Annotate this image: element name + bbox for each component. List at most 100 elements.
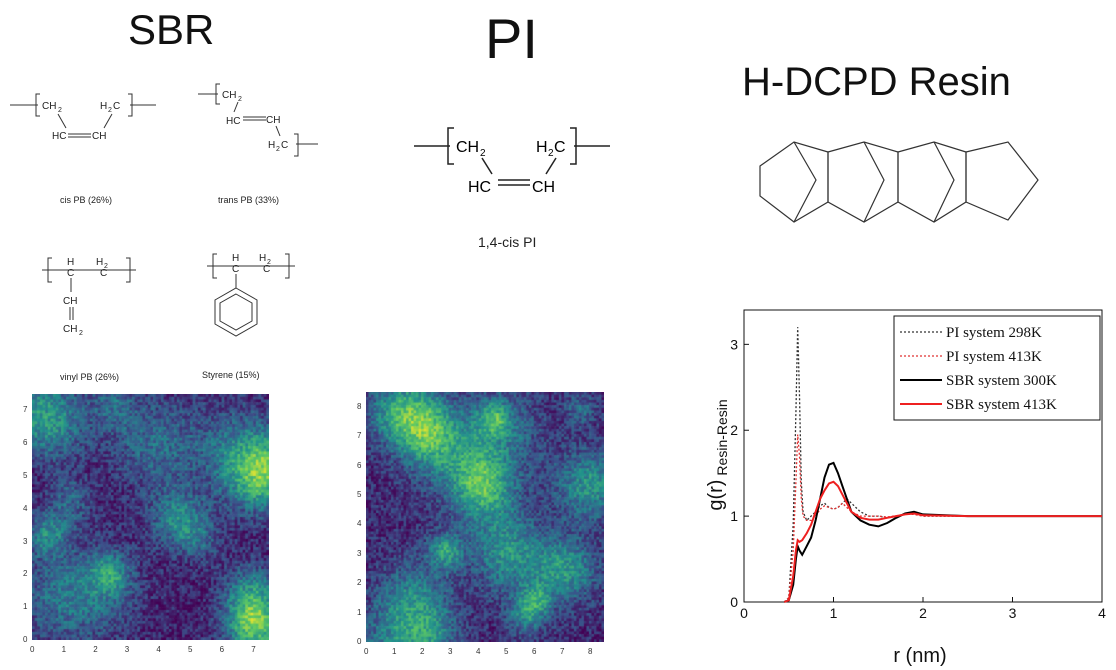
svg-text:CH: CH bbox=[266, 115, 280, 126]
heatmap-y-tick: 0 bbox=[23, 635, 28, 644]
heatmap-x-tick: 0 bbox=[30, 645, 35, 654]
rdf-x-tick-label: 0 bbox=[740, 605, 748, 621]
rdf-legend-label: PI system 413K bbox=[946, 349, 1042, 365]
svg-text:H: H bbox=[268, 140, 275, 151]
svg-text:2: 2 bbox=[267, 259, 271, 266]
svg-text:H: H bbox=[96, 257, 103, 268]
rdf-y-axis-label: g(r) Resin-Resin bbox=[705, 399, 730, 510]
rdf-series-line-2 bbox=[783, 461, 1102, 603]
rdf-y-tick-label: 2 bbox=[730, 422, 738, 438]
heatmap-x-tick: 0 bbox=[364, 647, 369, 656]
rdf-legend-label: SBR system 413K bbox=[946, 397, 1057, 413]
heatmap-y-tick: 7 bbox=[23, 405, 28, 415]
svg-text:HC: HC bbox=[52, 131, 66, 142]
svg-text:H: H bbox=[100, 101, 107, 112]
heatmap-x-tick: 2 bbox=[420, 647, 425, 656]
svg-text:2: 2 bbox=[108, 107, 112, 114]
pi-title: PI bbox=[485, 7, 538, 70]
heatmap-y-tick: 3 bbox=[23, 536, 28, 546]
heatmap-x-tick: 1 bbox=[392, 647, 397, 656]
rdf-legend: PI system 298K PI system 413K SBR system 3… bbox=[893, 315, 1101, 421]
heatmap-x-tick: 8 bbox=[588, 647, 593, 656]
rdf-x-tick-label: 4 bbox=[1098, 605, 1106, 621]
heatmap-y-tick: 4 bbox=[23, 503, 28, 513]
heatmap-x-tick: 2 bbox=[93, 645, 98, 654]
rdf-y-label-sub: Resin-Resin bbox=[714, 399, 730, 475]
heatmap-x-tick: 7 bbox=[251, 645, 256, 654]
svg-text:HC: HC bbox=[226, 116, 240, 127]
rdf-legend-label: PI system 298K bbox=[946, 325, 1042, 341]
rdf-legend-label: SBR system 300K bbox=[946, 373, 1057, 389]
svg-text:H: H bbox=[259, 253, 266, 264]
heatmap-y-tick: 6 bbox=[23, 438, 28, 448]
pi-density-heatmap bbox=[366, 392, 604, 642]
svg-text:CH: CH bbox=[456, 139, 479, 156]
heatmap-x-tick: 3 bbox=[124, 645, 130, 654]
heatmap-x-tick: 5 bbox=[504, 647, 509, 656]
svg-text:H: H bbox=[536, 139, 548, 156]
rdf-x-tick-label: 1 bbox=[830, 605, 838, 621]
heatmap-y-tick: 7 bbox=[357, 431, 362, 441]
cis-pb-caption: cis PB (26%) bbox=[60, 195, 113, 205]
svg-text:C: C bbox=[232, 264, 239, 275]
rdf-x-tick-label: 3 bbox=[1009, 605, 1017, 621]
svg-text:CH: CH bbox=[222, 90, 236, 101]
svg-text:C: C bbox=[554, 139, 566, 156]
sbr-title: SBR bbox=[128, 6, 215, 53]
sbr-density-heatmap bbox=[32, 394, 269, 640]
svg-text:2: 2 bbox=[58, 107, 62, 114]
svg-text:C: C bbox=[113, 101, 120, 112]
svg-text:2: 2 bbox=[480, 148, 486, 159]
rdf-y-label-main: g(r) bbox=[705, 480, 727, 511]
heatmap-y-tick: 2 bbox=[23, 569, 28, 579]
heatmap-y-tick: 2 bbox=[357, 578, 362, 588]
heatmap-y-tick: 8 bbox=[357, 401, 362, 411]
heatmap-y-tick: 6 bbox=[357, 460, 362, 470]
cis-pi-caption: 1,4-cis PI bbox=[478, 234, 537, 250]
rdf-series-line-1 bbox=[783, 434, 1102, 603]
svg-text:C: C bbox=[281, 140, 288, 151]
rdf-series-lines bbox=[783, 327, 1102, 603]
rdf-legend-box bbox=[893, 315, 1101, 421]
styrene-caption: Styrene (15%) bbox=[202, 370, 260, 380]
svg-text:CH: CH bbox=[92, 131, 106, 142]
svg-text:C: C bbox=[100, 268, 107, 279]
heatmap-x-tick: 7 bbox=[560, 647, 565, 656]
rdf-y-tick-label: 0 bbox=[730, 594, 738, 610]
svg-text:CH: CH bbox=[42, 101, 56, 112]
heatmap-y-tick: 0 bbox=[357, 637, 362, 646]
heatmap-y-tick: 4 bbox=[357, 519, 362, 529]
heatmap-x-tick: 1 bbox=[61, 645, 67, 654]
svg-text:2: 2 bbox=[79, 330, 83, 337]
rdf-y-tick-label: 3 bbox=[730, 336, 738, 352]
svg-text:2: 2 bbox=[276, 146, 280, 153]
svg-text:2: 2 bbox=[238, 96, 242, 103]
rdf-x-axis-label: r (nm) bbox=[893, 645, 946, 667]
heatmap-x-tick: 6 bbox=[219, 645, 225, 654]
sbr-heatmap-panel: 0 1 2 3 4 5 6 7 0 1 2 3 4 5 6 7 bbox=[20, 390, 275, 670]
heatmap-x-tick: 3 bbox=[448, 647, 453, 656]
svg-text:2: 2 bbox=[548, 148, 554, 159]
vinyl-pb-caption: vinyl PB (26%) bbox=[60, 372, 120, 382]
heatmap-x-tick: 4 bbox=[476, 647, 481, 656]
rdf-axes: 0 1 2 3 4 0 1 2 3 bbox=[730, 309, 1106, 621]
h-dcpd-resin-structure bbox=[759, 141, 1039, 223]
pi-heatmap-panel: 0 1 2 3 4 5 6 7 8 0 1 2 3 4 5 6 7 8 bbox=[350, 390, 615, 670]
resin-title: H-DCPD Resin bbox=[742, 60, 1011, 104]
svg-text:2: 2 bbox=[104, 263, 108, 270]
rdf-chart: 0 1 2 3 4 0 1 2 3 PI system 298K PI system 413K SB… bbox=[705, 309, 1106, 667]
svg-text:C: C bbox=[67, 268, 74, 279]
heatmap-x-tick: 4 bbox=[156, 645, 161, 654]
heatmap-x-tick: 5 bbox=[188, 645, 193, 654]
svg-text:CH: CH bbox=[63, 324, 77, 335]
trans-pb-caption: trans PB (33%) bbox=[218, 195, 280, 205]
heatmap-y-tick: 5 bbox=[23, 471, 28, 480]
svg-text:H: H bbox=[67, 257, 74, 268]
rdf-series-line-3 bbox=[783, 480, 1102, 603]
heatmap-y-tick: 5 bbox=[357, 489, 362, 499]
